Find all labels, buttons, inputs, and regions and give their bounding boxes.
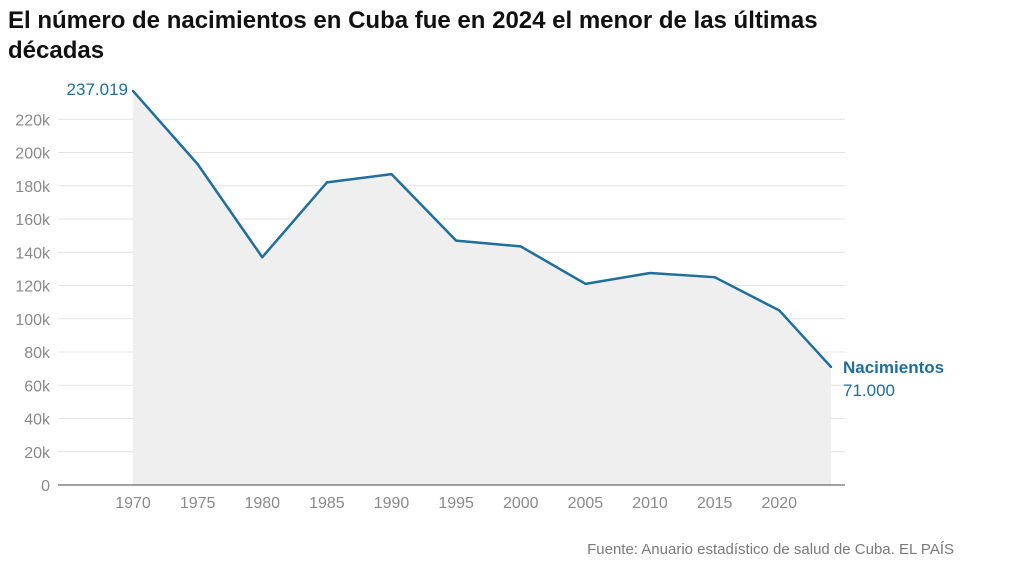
y-tick-label: 80k xyxy=(24,345,51,362)
data-point xyxy=(261,256,264,259)
x-tick-label: 1995 xyxy=(438,495,474,512)
y-tick-label: 140k xyxy=(15,245,51,262)
data-point xyxy=(454,239,458,242)
data-point xyxy=(131,89,135,93)
data-point xyxy=(713,275,716,279)
x-tick-label: 1980 xyxy=(244,495,280,512)
data-point xyxy=(648,271,652,275)
x-tick-label: 2000 xyxy=(503,495,539,512)
y-tick-label: 180k xyxy=(15,179,51,196)
y-tick-label: 40k xyxy=(24,412,51,429)
data-point xyxy=(390,172,393,176)
x-tick-label: 1975 xyxy=(180,495,216,512)
y-tick-label: 220k xyxy=(15,112,51,129)
area-fill xyxy=(133,90,831,486)
line-chart: 0 20k 40k 60k 80k 100k 120k 140k 160k 180k 200k 220… xyxy=(15,80,944,512)
series-line-nacimientos xyxy=(132,90,832,368)
x-tick-label: 1990 xyxy=(374,495,410,512)
source-note: Fuente: Anuario estadístico de salud de … xyxy=(587,541,954,558)
series-name-label: Nacimientos xyxy=(843,358,944,377)
y-tick-label: 120k xyxy=(15,279,51,296)
y-tick-label: 60k xyxy=(24,378,51,395)
first-value-label: 237.019 xyxy=(67,80,128,99)
y-tick-label: 200k xyxy=(15,146,51,163)
y-tick-label: 0 xyxy=(41,478,50,495)
data-point xyxy=(196,162,199,166)
chart-title: El número de nacimientos en Cuba fue en … xyxy=(8,7,818,64)
y-tick-label: 160k xyxy=(15,212,51,229)
x-tick-label: 2015 xyxy=(697,495,733,512)
data-point xyxy=(325,181,329,184)
x-tick-label: 2005 xyxy=(568,495,604,512)
last-value-label: 71.000 xyxy=(843,381,895,400)
y-tick-label: 20k xyxy=(24,445,51,462)
data-point xyxy=(778,309,781,312)
x-tick-label: 2020 xyxy=(761,495,797,512)
x-tick-label: 2010 xyxy=(632,495,668,512)
y-tick-label: 100k xyxy=(15,312,51,329)
x-tick-label: 1985 xyxy=(309,495,345,512)
data-point xyxy=(519,245,522,248)
x-tick-label: 1970 xyxy=(115,495,151,512)
data-point xyxy=(829,365,833,369)
data-point xyxy=(584,282,587,286)
